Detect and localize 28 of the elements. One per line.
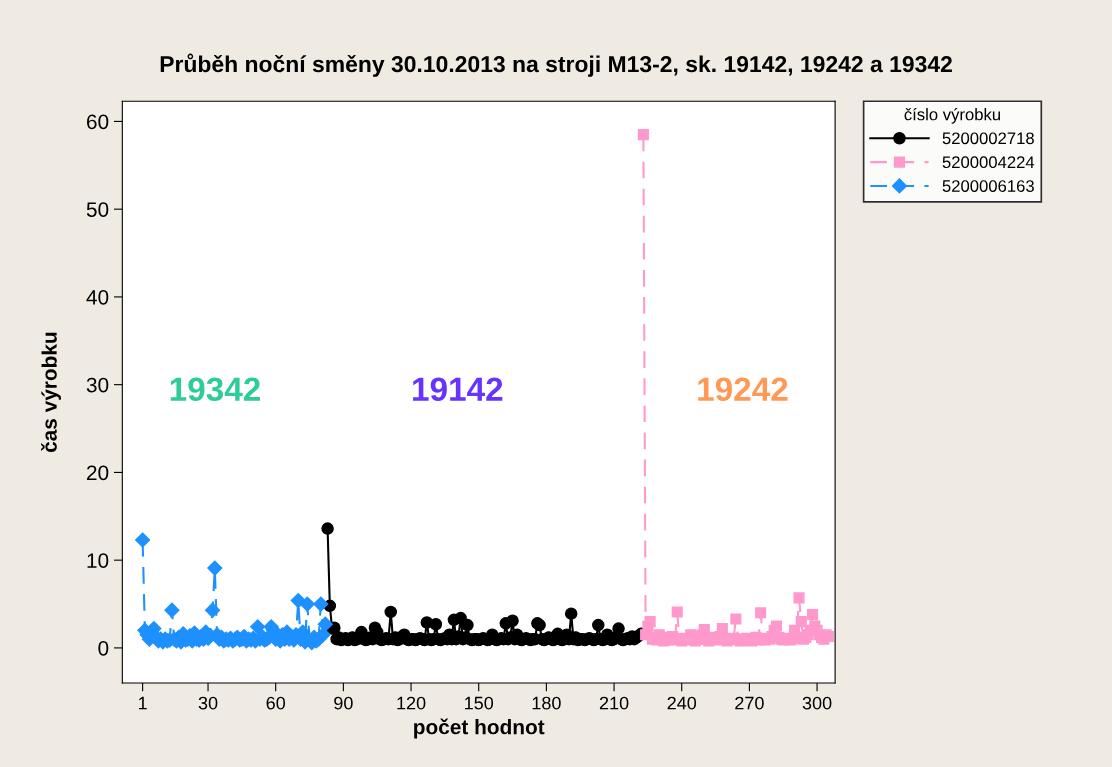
x-tick-label: 120 — [397, 696, 426, 710]
x-tick-label: 150 — [465, 696, 494, 710]
x-tick-label: 1 — [138, 696, 147, 710]
x-tick-label: 300 — [802, 696, 832, 710]
y-tick-label: 50 — [86, 202, 109, 217]
y-axis-title: čas výrobku — [41, 332, 61, 453]
y-tick-label: 10 — [87, 553, 109, 568]
x-tick-label: 240 — [667, 696, 697, 710]
legend-label: 5200004224 — [942, 156, 1035, 169]
annotation: 19242 — [698, 377, 788, 402]
y-tick-label: 40 — [86, 289, 109, 305]
x-tick-label: 270 — [735, 696, 764, 710]
x-axis-title: počet hodnot — [414, 718, 545, 739]
y-tick-label: 60 — [87, 114, 109, 130]
x-tick-label: 90 — [334, 696, 353, 710]
x-tick-label: 60 — [266, 696, 286, 710]
legend-label: 5200006163 — [942, 180, 1034, 192]
y-tick-label: 0 — [98, 640, 109, 656]
chart-title: Průběh noční směny 30.10.2013 na stroji M13-2, sk. 19142, 19242 a 19342 — [160, 53, 952, 77]
x-tick-label: 210 — [599, 696, 629, 710]
x-tick-label: 180 — [532, 696, 561, 710]
x-tick-label: 30 — [198, 696, 218, 710]
y-tick-label: 20 — [87, 465, 109, 481]
annotation: 19142 — [413, 377, 503, 402]
annotation: 19342 — [170, 377, 260, 402]
legend-title: číslo výrobku — [904, 107, 1000, 124]
legend-label: 5200002718 — [942, 132, 1034, 145]
y-tick-label: 30 — [86, 377, 109, 393]
